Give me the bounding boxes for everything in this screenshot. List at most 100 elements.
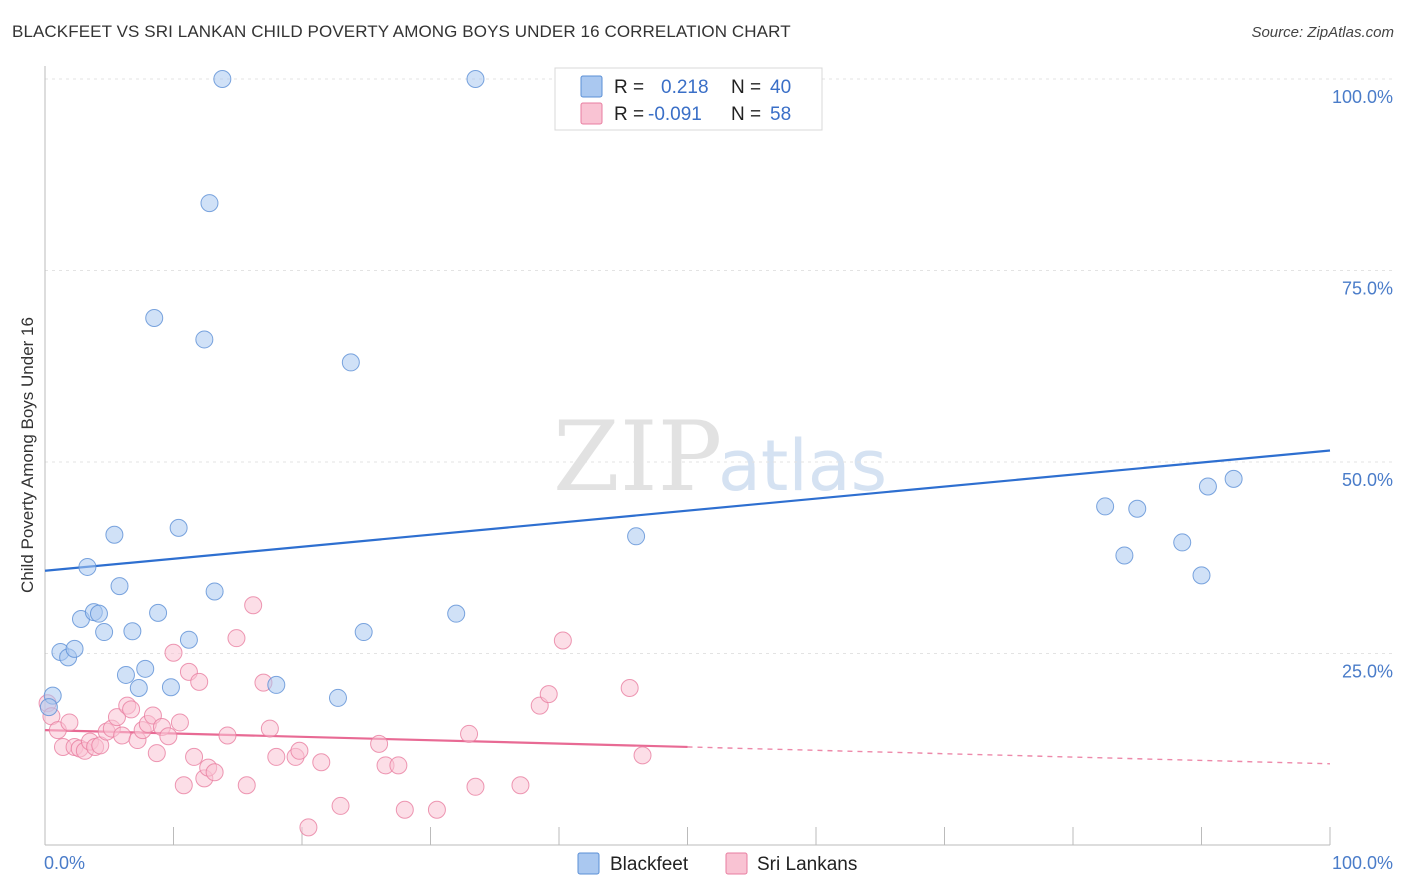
trend-line-blackfeet [44, 449, 1331, 572]
point-sri-lankans [620, 678, 639, 697]
point-sri-lankans [539, 685, 558, 704]
point-blackfeet [161, 678, 180, 697]
chart-title: BLACKFEET VS SRI LANKAN CHILD POVERTY AM… [12, 22, 791, 41]
point-sri-lankans [190, 672, 209, 691]
point-sri-lankans [389, 756, 408, 775]
y-tick-labels: 25.0% 50.0% 75.0% 100.0% [1332, 87, 1393, 682]
y-tick-label: 100.0% [1332, 87, 1393, 107]
point-blackfeet [95, 623, 114, 642]
point-blackfeet [205, 582, 224, 601]
point-blackfeet [65, 639, 84, 658]
point-sri-lankans [164, 643, 183, 662]
point-blackfeet [145, 308, 164, 327]
point-sri-lankans [205, 763, 224, 782]
y-tick-label: 50.0% [1342, 470, 1393, 490]
point-blackfeet [78, 557, 97, 576]
point-blackfeet [136, 659, 155, 678]
point-blackfeet [1198, 477, 1217, 496]
legend-r-value: 0.218 [661, 77, 709, 98]
point-sri-lankans [159, 727, 178, 746]
point-sri-lankans [147, 744, 166, 763]
point-blackfeet [267, 675, 286, 694]
point-blackfeet [213, 70, 232, 88]
point-blackfeet [123, 622, 142, 641]
trend-lines [44, 449, 1331, 765]
point-sri-lankans [260, 719, 279, 738]
watermark: ZIP atlas [553, 401, 887, 513]
point-blackfeet [1192, 566, 1211, 585]
x-tick-labels: 0.0% 100.0% [44, 853, 1393, 873]
y-tick-label: 75.0% [1342, 279, 1393, 299]
legend-swatch-blackfeet [580, 75, 603, 98]
point-blackfeet [89, 604, 108, 623]
point-sri-lankans [312, 753, 331, 772]
correlation-legend: R = 0.218 N = 40 R = -0.091 N = 58 [554, 67, 823, 131]
point-sri-lankans [218, 726, 237, 745]
point-sri-lankans [460, 724, 479, 743]
legend-n-label: N = [731, 104, 761, 125]
point-blackfeet [116, 665, 135, 684]
series-legend-label-blackfeet: Blackfeet [610, 854, 689, 875]
legend-n-value: 40 [770, 77, 791, 98]
data-points [38, 70, 1243, 837]
point-sri-lankans [107, 708, 126, 727]
point-sri-lankans [60, 713, 79, 732]
point-sri-lankans [174, 776, 193, 795]
point-sri-lankans [511, 776, 530, 795]
point-blackfeet [200, 194, 219, 213]
point-sri-lankans [122, 700, 141, 719]
point-blackfeet [466, 70, 485, 88]
legend-swatch-sri-lankans [580, 102, 603, 125]
point-sri-lankans [244, 596, 263, 615]
point-blackfeet [341, 353, 360, 372]
point-blackfeet [1224, 469, 1243, 488]
point-sri-lankans [370, 734, 389, 753]
point-sri-lankans [237, 776, 256, 795]
y-tick-label: 25.0% [1342, 662, 1393, 682]
point-sri-lankans [553, 631, 572, 650]
point-blackfeet [129, 678, 148, 697]
point-blackfeet [627, 527, 646, 546]
y-axis-label: Child Poverty Among Boys Under 16 [18, 317, 37, 593]
point-blackfeet [1128, 499, 1147, 518]
point-blackfeet [105, 525, 124, 544]
source-label: Source: ZipAtlas.com [1251, 24, 1394, 41]
point-sri-lankans [427, 800, 446, 819]
point-blackfeet [195, 330, 214, 349]
point-blackfeet [447, 604, 466, 623]
point-blackfeet [110, 577, 129, 596]
point-sri-lankans [227, 629, 246, 648]
point-sri-lankans [466, 777, 485, 796]
point-sri-lankans [331, 796, 350, 815]
legend-n-label: N = [731, 77, 761, 98]
point-blackfeet [179, 630, 198, 649]
point-blackfeet [1096, 497, 1115, 516]
legend-n-value: 58 [770, 104, 791, 125]
point-blackfeet [328, 688, 347, 707]
series-legend-label-sri-lankans: Sri Lankans [757, 854, 857, 875]
point-blackfeet [1115, 546, 1134, 565]
legend-r-label: R = [614, 104, 644, 125]
series-legend-swatch-blackfeet [577, 852, 600, 875]
point-blackfeet [354, 623, 373, 642]
legend-r-value: -0.091 [648, 104, 702, 125]
x-tick-label: 100.0% [1332, 853, 1393, 873]
trend-line-sri-lankans [44, 729, 688, 749]
point-sri-lankans [633, 746, 652, 765]
series-legend-swatch-sri-lankans [725, 852, 748, 875]
watermark-atlas: atlas [718, 425, 887, 507]
point-sri-lankans [170, 713, 189, 732]
point-blackfeet [169, 518, 188, 537]
point-blackfeet [149, 603, 168, 622]
point-blackfeet [39, 698, 58, 717]
legend-r-label: R = [614, 77, 644, 98]
watermark-zip: ZIP [553, 401, 722, 513]
point-sri-lankans [113, 726, 132, 745]
point-sri-lankans [395, 800, 414, 819]
x-tick-label: 0.0% [44, 853, 85, 873]
point-sri-lankans [267, 747, 286, 766]
gridlines [45, 78, 1392, 654]
point-blackfeet [1173, 533, 1192, 552]
point-sri-lankans [290, 741, 309, 760]
